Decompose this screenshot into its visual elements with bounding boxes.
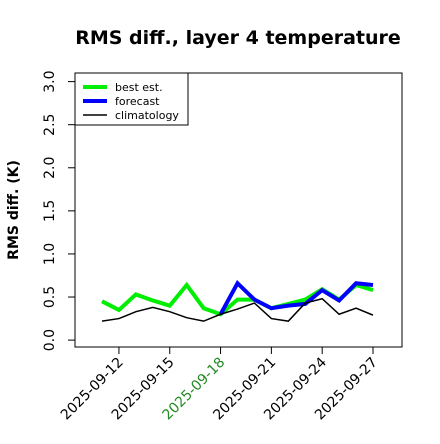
chart-title: RMS diff., layer 4 temperature [75,27,401,49]
legend-label: climatology [115,109,179,122]
y-tick-label: 0.0 [42,329,58,351]
y-tick-label: 1.0 [42,243,58,265]
y-tick-label: 2.5 [42,114,58,136]
series-line [218,279,374,316]
legend-box [74,72,189,126]
y-tick-label: 2.0 [42,157,58,179]
y-tick-label: 1.5 [42,200,58,222]
y-tick-label: 3.0 [42,70,58,92]
plot-frame [74,72,403,348]
series-line [101,297,374,322]
y-axis-label: RMS diff. (K) [6,160,22,260]
legend-label: forecast [115,95,160,108]
y-tick-label: 0.5 [42,286,58,308]
legend-label: best est. [115,81,163,94]
